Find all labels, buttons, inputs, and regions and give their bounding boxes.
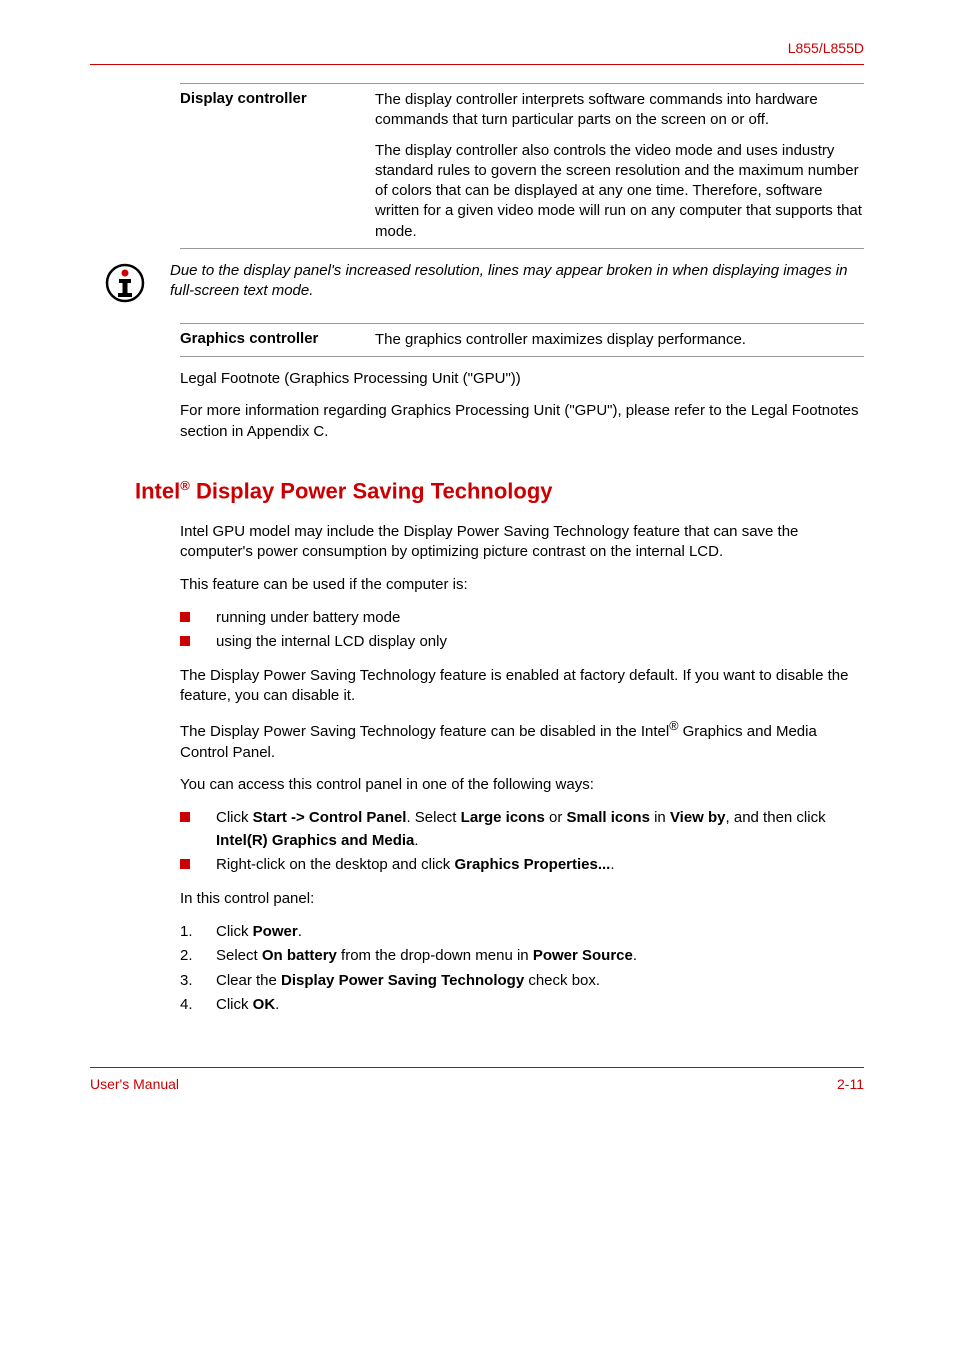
display-controller-term: Display controller xyxy=(180,90,375,242)
step-number: 4. xyxy=(180,994,216,1017)
t: Intel(R) Graphics and Media xyxy=(216,832,414,849)
t: . xyxy=(298,923,302,940)
info-note: Due to the display panel's increased res… xyxy=(90,261,864,303)
t: Graphics Properties... xyxy=(454,856,610,873)
bullet-text: using the internal LCD display only xyxy=(216,631,864,654)
t: Start -> Control Panel xyxy=(253,809,407,826)
bullet-icon xyxy=(180,859,190,869)
conditions-list: running under battery mode using the int… xyxy=(180,607,864,654)
list-item: 1. Click Power. xyxy=(180,921,864,944)
t: Small icons xyxy=(567,809,650,826)
step-number: 2. xyxy=(180,945,216,968)
step-text: Clear the Display Power Saving Technolog… xyxy=(216,970,864,993)
t: . xyxy=(633,947,637,964)
step-text: Select On battery from the drop-down men… xyxy=(216,945,864,968)
bullet-text: Right-click on the desktop and click Gra… xyxy=(216,854,864,877)
bullet-text: Click Start -> Control Panel. Select Lar… xyxy=(216,807,864,852)
access-list: Click Start -> Control Panel. Select Lar… xyxy=(180,807,864,877)
footer-right: 2-11 xyxy=(837,1076,864,1092)
heading-suffix: Display Power Saving Technology xyxy=(190,478,553,503)
t: Click xyxy=(216,996,253,1013)
graphics-controller-term: Graphics controller xyxy=(180,330,375,350)
step-number: 3. xyxy=(180,970,216,993)
t: . xyxy=(414,832,418,849)
list-item: 3. Clear the Display Power Saving Techno… xyxy=(180,970,864,993)
section-p6: In this control panel: xyxy=(180,889,864,909)
t: Display Power Saving Technology xyxy=(281,972,524,989)
step-number: 1. xyxy=(180,921,216,944)
section-p5: You can access this control panel in one… xyxy=(180,775,864,795)
section-p3: The Display Power Saving Technology feat… xyxy=(180,666,864,707)
t: in xyxy=(650,809,670,826)
t: , and then click xyxy=(726,809,826,826)
list-item: using the internal LCD display only xyxy=(180,631,864,654)
t: check box. xyxy=(524,972,600,989)
list-item: Click Start -> Control Panel. Select Lar… xyxy=(180,807,864,852)
bullet-icon xyxy=(180,812,190,822)
info-icon xyxy=(90,261,160,303)
section-heading: Intel® Display Power Saving Technology xyxy=(135,478,864,504)
t: . xyxy=(275,996,279,1013)
footer-left: User's Manual xyxy=(90,1076,179,1092)
section-p1: Intel GPU model may include the Display … xyxy=(180,522,864,563)
t: On battery xyxy=(262,947,337,964)
heading-prefix: Intel xyxy=(135,478,180,503)
page-footer: User's Manual 2-11 xyxy=(90,1067,864,1092)
header-model: L855/L855D xyxy=(90,40,864,56)
bullet-text: running under battery mode xyxy=(216,607,864,630)
p4-pre: The Display Power Saving Technology feat… xyxy=(180,723,669,740)
t: View by xyxy=(670,809,726,826)
graphics-controller-desc: The graphics controller maximizes displa… xyxy=(375,330,864,350)
t: Click xyxy=(216,923,253,940)
t: Click xyxy=(216,809,253,826)
step-text: Click Power. xyxy=(216,921,864,944)
display-controller-p1: The display controller interprets softwa… xyxy=(375,90,864,131)
t: or xyxy=(545,809,567,826)
legal-footnote-body: For more information regarding Graphics … xyxy=(180,401,864,442)
section-p4: The Display Power Saving Technology feat… xyxy=(180,718,864,763)
graphics-controller-table: Graphics controller The graphics control… xyxy=(180,323,864,357)
bullet-icon xyxy=(180,612,190,622)
t: from the drop-down menu in xyxy=(337,947,533,964)
display-controller-p2: The display controller also controls the… xyxy=(375,141,864,242)
list-item: running under battery mode xyxy=(180,607,864,630)
t: Power xyxy=(253,923,298,940)
display-controller-desc: The display controller interprets softwa… xyxy=(375,90,864,242)
section-p2: This feature can be used if the computer… xyxy=(180,575,864,595)
t: . Select xyxy=(406,809,460,826)
legal-footnote-title: Legal Footnote (Graphics Processing Unit… xyxy=(180,369,864,389)
display-controller-table: Display controller The display controlle… xyxy=(180,83,864,249)
t: Select xyxy=(216,947,262,964)
bullet-icon xyxy=(180,636,190,646)
info-note-text: Due to the display panel's increased res… xyxy=(160,261,864,302)
t: Clear the xyxy=(216,972,281,989)
list-item: Right-click on the desktop and click Gra… xyxy=(180,854,864,877)
steps-list: 1. Click Power. 2. Select On battery fro… xyxy=(180,921,864,1017)
list-item: 4. Click OK. xyxy=(180,994,864,1017)
t: Power Source xyxy=(533,947,633,964)
t: . xyxy=(610,856,614,873)
step-text: Click OK. xyxy=(216,994,864,1017)
t: Right-click on the desktop and click xyxy=(216,856,454,873)
header-rule xyxy=(90,64,864,65)
list-item: 2. Select On battery from the drop-down … xyxy=(180,945,864,968)
t: OK xyxy=(253,996,276,1013)
heading-reg-mark: ® xyxy=(180,478,190,493)
t: Large icons xyxy=(461,809,545,826)
